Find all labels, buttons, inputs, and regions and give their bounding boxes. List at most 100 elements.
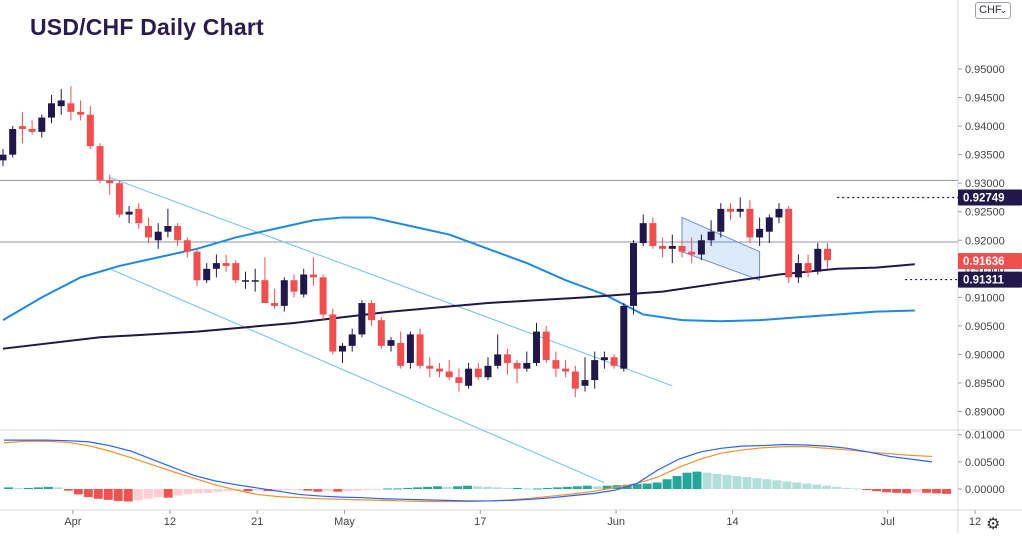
candle (571, 365, 579, 398)
candle-body (397, 342, 405, 366)
candle (251, 268, 259, 292)
candle (717, 203, 725, 238)
candle-body (377, 320, 385, 346)
candle (562, 360, 570, 378)
macd-histogram-bar (93, 489, 103, 499)
y-tick-label: 0.95000 (965, 64, 1005, 76)
candle-body (581, 380, 589, 386)
candle (804, 254, 812, 278)
macd-histogram-bar (902, 489, 912, 494)
last-price-badge (958, 253, 1022, 270)
chart-title: USD/CHF Daily Chart (30, 14, 264, 40)
candle-body (736, 208, 744, 212)
candle (542, 325, 550, 363)
candle (465, 362, 473, 389)
currency-selector[interactable]: CHF ⌄ (975, 2, 1011, 19)
macd-histogram-bar (592, 486, 602, 489)
candle-body (756, 228, 764, 238)
macd-histogram-bar (423, 486, 433, 489)
candle-body (785, 208, 793, 278)
candle (0, 148, 7, 167)
candle-body (319, 277, 327, 315)
candle-body (280, 280, 288, 306)
macd-histogram-bar (173, 489, 183, 496)
candle (48, 94, 55, 124)
candle-body (86, 114, 94, 147)
macd-histogram-bar (892, 489, 902, 493)
candle-body (503, 354, 511, 363)
candle (746, 200, 754, 244)
candle (38, 114, 46, 138)
macd-histogram-bar (652, 482, 662, 489)
candle-body (814, 248, 822, 272)
candle (785, 206, 793, 284)
candle (581, 357, 589, 392)
x-tick-label: Apr (64, 516, 81, 528)
macd-histogram-bar (542, 487, 552, 489)
y-tick-label: 0.90500 (965, 321, 1005, 333)
y-tick-label: 0.92000 (965, 235, 1005, 247)
candle (203, 263, 211, 284)
candle (377, 317, 385, 349)
candle-body (678, 245, 686, 252)
candle-body (494, 354, 502, 366)
candle (649, 217, 657, 249)
candle-body (426, 365, 434, 369)
macd-histogram-bar (253, 489, 263, 491)
x-tick-label: 17 (474, 516, 486, 528)
currency-selector-label: CHF (979, 4, 1002, 16)
candle-body (794, 263, 802, 278)
macd-histogram-bar (482, 486, 492, 489)
macd-histogram-bar (832, 486, 842, 489)
macd-histogram-bar (512, 487, 522, 489)
candle (271, 288, 279, 309)
x-tick-label: 12 (164, 516, 176, 528)
candle-body (639, 223, 647, 244)
macd-histogram-bar (433, 486, 443, 489)
macd-histogram-bar (463, 485, 473, 489)
candle-body (67, 103, 75, 112)
candle (678, 240, 686, 258)
candle-body (445, 371, 453, 378)
candle (494, 334, 502, 369)
macd-histogram-bar (872, 489, 882, 492)
candle (106, 174, 114, 195)
candle-body (48, 103, 55, 118)
candle-body (203, 268, 211, 281)
macd-histogram-bar (293, 489, 303, 490)
y-tick-label: 0.94000 (965, 121, 1005, 133)
candle (397, 331, 405, 369)
candle-body (387, 340, 395, 346)
candle (727, 203, 734, 221)
macd-histogram-bar (602, 485, 612, 489)
candle-body (96, 146, 104, 181)
macd-histogram-bar (13, 487, 23, 489)
y-tick-label: 0.93000 (965, 178, 1005, 190)
candle (368, 300, 376, 326)
candle (145, 217, 152, 244)
candle-body (406, 334, 414, 363)
candle (28, 120, 36, 135)
candle (794, 254, 802, 284)
candle-body (212, 263, 220, 269)
candle (174, 223, 182, 246)
candle (18, 111, 26, 144)
macd-histogram-bar (912, 489, 922, 493)
candle-body (300, 274, 308, 295)
candle (513, 360, 521, 383)
x-tick-label: 12 (969, 516, 981, 528)
candle-body (533, 331, 540, 363)
macd-histogram-bar (492, 487, 502, 489)
price-badge-label: 0.92749 (963, 193, 1005, 205)
macd-histogram-bar (453, 486, 463, 489)
candle (591, 351, 599, 389)
candle (445, 360, 453, 381)
x-tick-label: Jun (607, 516, 625, 528)
candle-body (164, 226, 172, 232)
candle (193, 248, 201, 286)
gear-icon[interactable]: ⚙ (986, 516, 1001, 533)
macd-histogram-bar (662, 479, 672, 489)
candle-body (38, 117, 46, 132)
candle (154, 223, 162, 249)
